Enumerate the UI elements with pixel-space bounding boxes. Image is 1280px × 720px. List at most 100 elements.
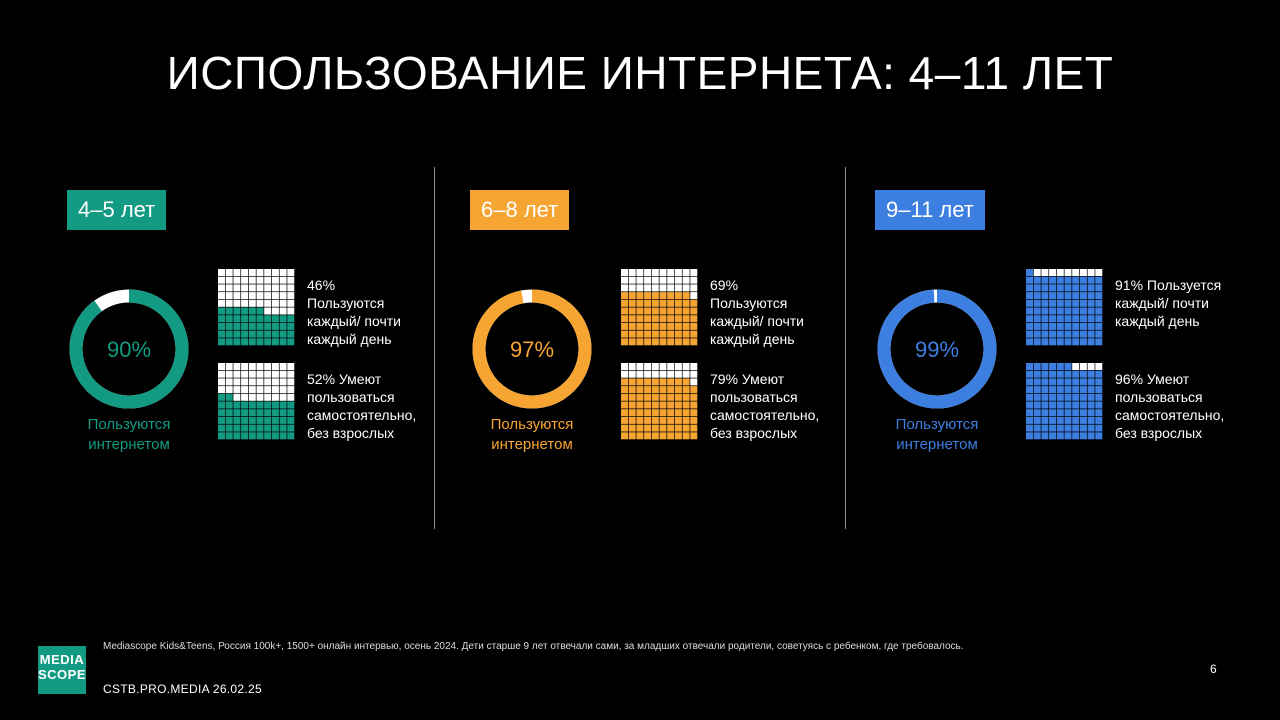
waffle-cell-filled [621, 330, 628, 338]
waffle-cell-filled [218, 409, 225, 417]
waffle-cell-filled [1026, 284, 1033, 292]
waffle-cell-empty [248, 378, 256, 386]
waffle-cell-filled [682, 386, 690, 394]
waffle-cell-filled [1049, 424, 1057, 432]
waffle-cell-filled [682, 401, 690, 409]
waffle-cell-filled [1026, 409, 1033, 417]
waffle-daily [1026, 269, 1103, 346]
waffle-cell-empty [674, 269, 682, 276]
waffle-cell-empty [233, 378, 241, 386]
waffle-cell-filled [1087, 307, 1095, 315]
waffle-cell-empty [1033, 269, 1041, 276]
waffle-cell-filled [271, 315, 279, 323]
waffle-cell-empty [233, 370, 241, 378]
waffle-cell-filled [1033, 432, 1041, 440]
waffle-cell-filled [682, 338, 690, 346]
waffle-cell-filled [674, 401, 682, 409]
waffle-cell-filled [628, 409, 636, 417]
waffle-cell-empty [218, 284, 225, 292]
waffle-independent-text: 79% Умеют пользоваться самостоятельно, б… [710, 371, 820, 441]
waffle-cell-empty [644, 269, 652, 276]
waffle-cell-filled [1087, 393, 1095, 401]
waffle-cell-filled [674, 330, 682, 338]
waffle-cell-filled [279, 322, 287, 330]
waffle-cell-empty [225, 386, 233, 394]
waffle-cell-empty [659, 370, 667, 378]
waffle-cell-filled [682, 299, 690, 307]
waffle-cell-filled [1026, 416, 1033, 424]
waffle-cell-filled [621, 386, 628, 394]
waffle-cell-filled [225, 330, 233, 338]
waffle-cell-filled [659, 338, 667, 346]
waffle-cell-empty [264, 393, 272, 401]
logo-line2: SCOPE [38, 667, 87, 682]
waffle-cell-empty [264, 292, 272, 300]
waffle-cell-filled [1095, 299, 1103, 307]
waffle-cell-filled [1072, 322, 1080, 330]
waffle-cell-filled [659, 416, 667, 424]
waffle-cell-filled [248, 338, 256, 346]
waffle-cell-filled [1072, 292, 1080, 300]
waffle-cell-filled [256, 416, 264, 424]
waffle-cell-filled [1041, 299, 1049, 307]
waffle-cell-filled [1079, 322, 1087, 330]
waffle-cell-filled [651, 393, 659, 401]
waffle-cell-filled [1026, 330, 1033, 338]
waffle-cell-filled [1079, 378, 1087, 386]
waffle-cell-filled [256, 322, 264, 330]
waffle-cell-empty [233, 386, 241, 394]
panel-6-8: 6–8 лет 97% Пользуются интернетом 69% По… [470, 190, 850, 490]
waffle-cell-filled [636, 315, 644, 323]
waffle-cell-filled [667, 432, 675, 440]
waffle-cell-filled [225, 401, 233, 409]
waffle-cell-filled [1026, 386, 1033, 394]
waffle-cell-empty [264, 269, 272, 276]
waffle-cell-filled [1064, 322, 1072, 330]
waffle-cell-filled [621, 424, 628, 432]
waffle-cell-filled [1072, 378, 1080, 386]
waffle-cell-filled [279, 432, 287, 440]
waffle-cell-filled [628, 307, 636, 315]
waffle-cell-filled [644, 307, 652, 315]
waffle-cell-empty [241, 386, 249, 394]
waffle-cell-empty [271, 386, 279, 394]
waffle-cell-filled [218, 432, 225, 440]
waffle-cell-empty [628, 269, 636, 276]
waffle-cell-empty [674, 363, 682, 370]
waffle-cell-filled [1049, 378, 1057, 386]
waffle-cell-filled [659, 292, 667, 300]
waffle-cell-empty [279, 363, 287, 370]
waffle-cell-filled [279, 330, 287, 338]
waffle-cell-filled [690, 330, 698, 338]
waffle-cell-filled [674, 386, 682, 394]
waffle-cell-filled [1064, 432, 1072, 440]
waffle-cell-filled [279, 416, 287, 424]
waffle-cell-filled [279, 424, 287, 432]
waffle-cell-empty [628, 276, 636, 284]
waffle-cell-filled [1056, 284, 1064, 292]
waffle-cell-filled [1087, 386, 1095, 394]
waffle-cell-filled [1041, 276, 1049, 284]
waffle-cell-filled [1064, 370, 1072, 378]
waffle-cell-filled [1079, 284, 1087, 292]
waffle-cell-filled [1056, 370, 1064, 378]
waffle-cell-filled [1064, 315, 1072, 323]
waffle-cell-empty [264, 378, 272, 386]
waffle-cell-filled [1072, 276, 1080, 284]
waffle-cell-filled [690, 299, 698, 307]
waffle-cell-filled [674, 315, 682, 323]
waffle-cell-filled [1056, 307, 1064, 315]
waffle-cell-empty [271, 299, 279, 307]
waffle-cell-filled [248, 424, 256, 432]
waffle-cell-filled [667, 338, 675, 346]
waffle-cell-filled [628, 378, 636, 386]
waffle-cell-empty [651, 363, 659, 370]
waffle-cell-empty [225, 269, 233, 276]
waffle-cell-filled [1079, 424, 1087, 432]
waffle-cell-filled [1026, 269, 1033, 276]
waffle-cell-filled [1079, 330, 1087, 338]
waffle-cell-filled [256, 432, 264, 440]
waffle-cell-filled [644, 424, 652, 432]
waffle-cell-empty [271, 307, 279, 315]
waffle-cell-empty [233, 269, 241, 276]
